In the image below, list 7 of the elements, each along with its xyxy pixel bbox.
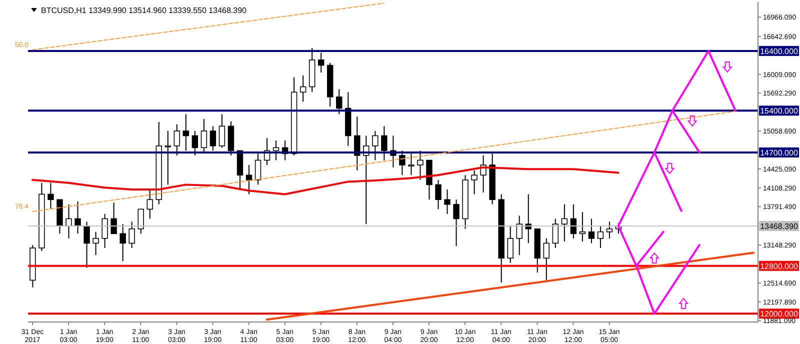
ref-line-label: 16400.000 bbox=[760, 46, 798, 56]
ref-line-label: 15400.000 bbox=[760, 106, 798, 116]
ref-line-label: 13468.390 bbox=[760, 222, 798, 231]
ref-line-label: 12800.000 bbox=[760, 262, 798, 271]
text: BTCUSD,H1 13349.990 13514.960 13339.550 13468.390 bbox=[41, 6, 248, 15]
ref-line-label: 12000.000 bbox=[760, 310, 798, 319]
ref-line-label: 14700.000 bbox=[760, 148, 798, 158]
